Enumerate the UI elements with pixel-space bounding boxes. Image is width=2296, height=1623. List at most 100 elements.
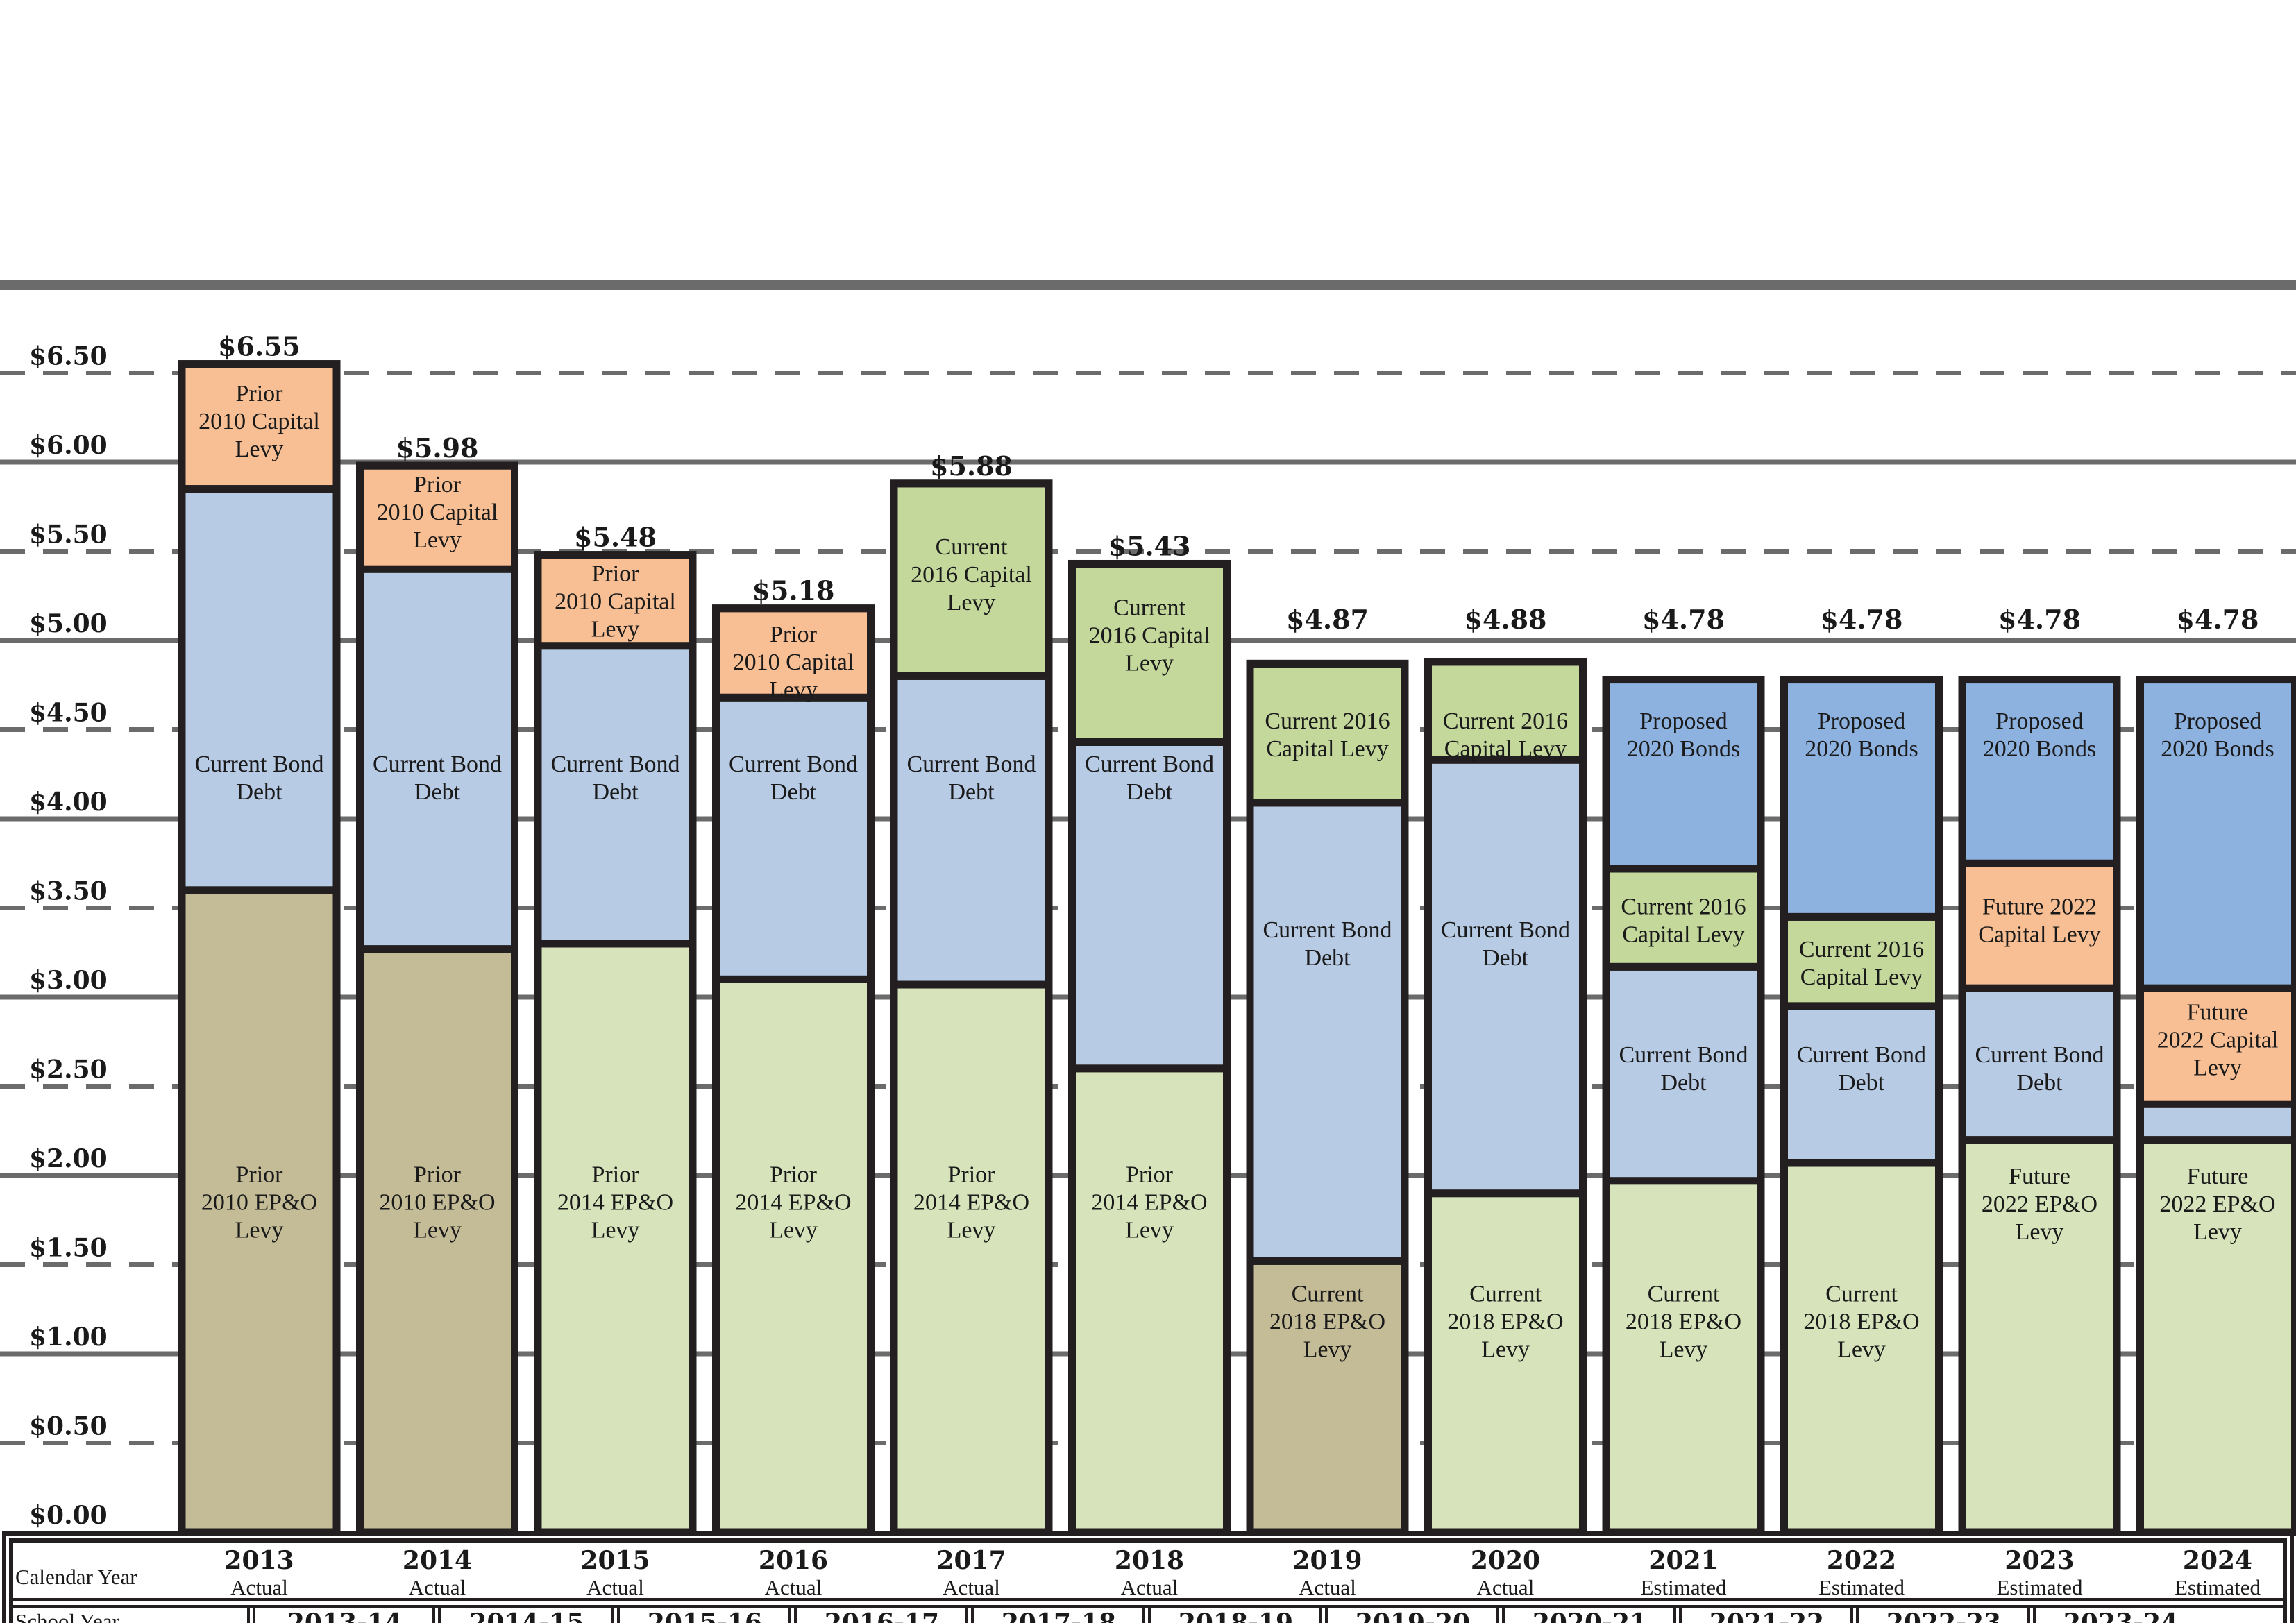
bar-2022-segment-3-label: Proposed 2020 Bonds [1805,708,1918,762]
bar-2021-segment-1 [1602,962,1765,1185]
y-tick-label: $3.50 [29,877,108,906]
calendar-year-2023: 2023 [2004,1546,2074,1575]
school-year-label: School Year [15,1609,120,1623]
y-tick-label: $6.50 [29,342,108,371]
status-2022: Estimated [1818,1575,1905,1599]
bar-2016-segment-0 [712,975,875,1536]
bar-2018: Prior 2014 EP&O Levy Current Bond Debt Curren… [1068,530,1231,1536]
calendar-year-2015: 2015 [580,1546,650,1575]
bar-2023-segment-1-label: Current Bond Debt [1975,1042,2104,1096]
y-tick-label: $4.50 [29,699,108,728]
status-2013: Actual [230,1575,288,1599]
bar-2020-segment-1 [1424,756,1587,1198]
calendar-year-2016: 2016 [759,1546,828,1575]
school-year-2018-19: 2018-19 [1179,1608,1293,1623]
school-year-2016-17: 2016-17 [825,1608,939,1623]
y-tick-label: $1.50 [29,1234,108,1263]
year-table: Calendar Year School Year 2013-14 2014-15 20… [2,1531,2294,1623]
bar-2022-segment-0-label: Current 2018 EP&O Levy [1803,1282,1919,1363]
bar-2022-segment-2-label: Current 2016 Capital Levy [1799,937,1924,990]
y-tick-label: $2.50 [29,1055,108,1085]
calendar-year-2024: 2024 [2183,1546,2252,1575]
bar-2020-segment-2-label: Current 2016 Capital Levy [1443,708,1568,762]
y-tick-label: $5.00 [29,609,108,638]
status-2015: Actual [586,1575,644,1599]
y-tick-label: $5.50 [29,520,108,550]
bar-2023-segment-3 [1958,676,2121,867]
bar-2017-segment-0 [890,980,1053,1536]
calendar-year-2021: 2021 [1648,1546,1718,1575]
bar-2017-total-label: $5.88 [930,450,1013,482]
bar-2021-segment-3-label: Proposed 2020 Bonds [1627,708,1740,762]
bar-2023-total-label: $4.78 [1998,604,2081,635]
bar-2019-segment-0-label: Current 2018 EP&O Levy [1269,1282,1385,1363]
calendar-year-2020: 2020 [1471,1546,1540,1575]
bar-2018-segment-0 [1068,1064,1231,1536]
bar-2024-segment-2 [2136,984,2296,1108]
bar-2013-segment-1 [178,485,341,894]
bar-2015-segment-1 [534,642,697,948]
y-tick-label: $0.00 [29,1501,108,1530]
bar-2024-segment-1 [2136,1100,2296,1144]
school-year-2017-18: 2017-18 [1002,1608,1116,1623]
bar-2021: Current 2018 EP&O Levy Current Bond Debt Curr… [1602,604,1765,1536]
bar-2023: Future 2022 EP&O Levy Current Bond Debt Futur… [1958,604,2121,1536]
bar-2014: Prior 2010 EP&O Levy Current Bond Debt Prior 2… [356,432,518,1536]
bar-2020-segment-0 [1424,1189,1587,1536]
bar-2016-segment-1 [712,693,875,983]
y-tick-label: $6.00 [29,431,108,460]
bar-2014-segment-2-label: Prior 2010 Capital Levy [377,472,498,553]
bar-2018-total-label: $5.43 [1108,530,1191,561]
bar-2019-segment-1 [1246,799,1409,1265]
bar-2024-segment-2-label: Future 2022 Capital Levy [2157,1000,2279,1081]
bar-2021-total-label: $4.78 [1642,604,1725,635]
bar-2020: Current 2018 EP&O Levy Current Bond Debt Curr… [1424,604,1587,1536]
bar-2015: Prior 2014 EP&O Levy Current Bond Debt Prior 2… [534,522,697,1536]
bar-2024-total-label: $4.78 [2177,604,2259,635]
bar-2019-segment-1-label: Current Bond Debt [1263,917,1392,971]
bar-2023-segment-3-label: Proposed 2020 Bonds [1983,708,2096,762]
bar-2015-total-label: $5.48 [574,522,657,553]
y-tick-label: $3.00 [29,966,108,995]
bar-2020-segment-0-label: Current 2018 EP&O Levy [1447,1282,1563,1363]
school-year-2015-16: 2015-16 [648,1608,762,1623]
bar-2013: Prior 2010 EP&O Levy Current Bond Debt Prior 2… [178,331,341,1536]
school-year-2014-15: 2014-15 [469,1608,584,1623]
bar-2024-segment-0-label: Future 2022 EP&O Levy [2159,1164,2275,1245]
bar-2013-segment-2-label: Prior 2010 Capital Levy [199,381,320,462]
status-2019: Actual [1299,1575,1356,1599]
bar-2017: Prior 2014 EP&O Levy Current Bond Debt Curren… [890,450,1053,1536]
calendar-year-2018: 2018 [1115,1546,1184,1575]
bar-2016: Prior 2014 EP&O Levy Current Bond Debt Prior 2… [712,575,875,1536]
bar-2018-segment-1-label: Current Bond Debt [1085,751,1214,805]
table-inner-frame [9,1538,2287,1623]
status-2014: Actual [409,1575,466,1599]
bar-2014-segment-1-label: Current Bond Debt [373,751,502,805]
bar-2024: Future 2022 EP&O Levy Future 2022 Capital Lev… [2136,604,2296,1536]
status-2021: Estimated [1641,1575,1727,1599]
bar-2014-segment-0-label: Prior 2010 EP&O Levy [379,1162,495,1243]
bar-2023-segment-2-label: Future 2022 Capital Levy [1978,894,2101,947]
bar-2021-segment-0-label: Current 2018 EP&O Levy [1626,1282,1741,1363]
y-tick-label: $1.00 [29,1323,108,1352]
y-tick-label: $4.00 [29,788,108,817]
bar-2017-segment-2-label: Current 2016 Capital Levy [911,534,1032,615]
bar-2022-total-label: $4.78 [1821,604,1903,635]
bar-2016-segment-2-label: Prior 2010 Capital Levy [733,622,854,703]
status-2023: Estimated [1997,1575,2083,1599]
bar-2019: Current 2018 EP&O Levy Current Bond Debt Curr… [1246,604,1409,1536]
bar-2023-segment-0-label: Future 2022 EP&O Levy [1982,1164,2097,1245]
bar-2016-segment-1-label: Current Bond Debt [729,751,858,805]
bar-2015-segment-2-label: Prior 2010 Capital Levy [555,561,676,642]
bar-2022-segment-1-label: Current Bond Debt [1797,1042,1926,1096]
school-year-2020-21: 2020-21 [1533,1608,1647,1623]
bar-2019-total-label: $4.87 [1286,604,1369,635]
bar-2013-segment-0-label: Prior 2010 EP&O Levy [201,1162,317,1243]
school-year-2021-22: 2021-22 [1710,1608,1824,1623]
bar-2017-segment-0-label: Prior 2014 EP&O Levy [913,1162,1029,1243]
y-axis-ticks: $0.00 $0.50 $1.00 $1.50 $2.00 $2.50 $3.00 $3.50… [29,342,108,1531]
bar-2018-segment-0-label: Prior 2014 EP&O Levy [1091,1162,1207,1243]
bar-2023-segment-2 [1958,859,2121,992]
bar-2017-segment-1 [890,672,1053,989]
